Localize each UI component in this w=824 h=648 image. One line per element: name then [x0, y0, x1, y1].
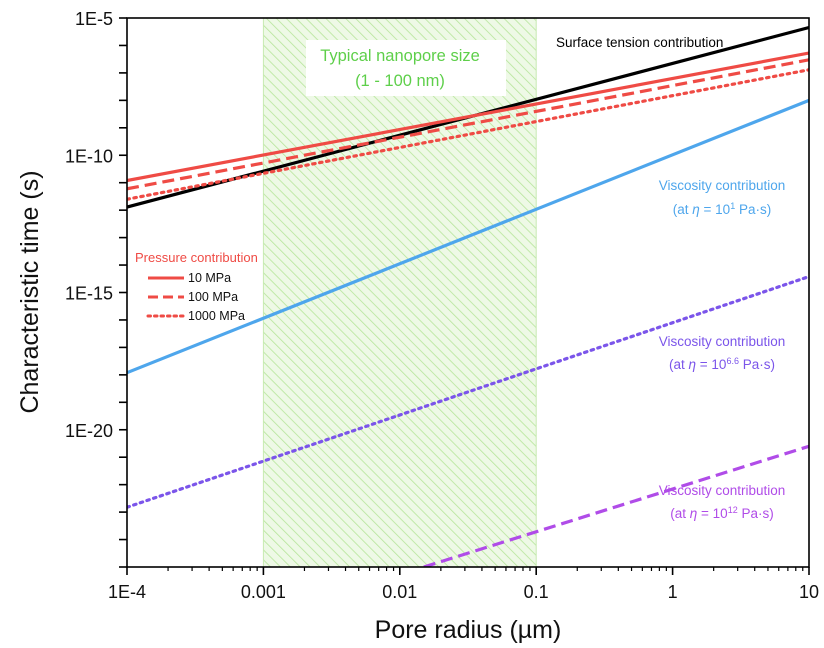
nanopore-label-line1: Typical nanopore size [320, 47, 480, 65]
series-layer [127, 25, 809, 567]
nanopore-label-box [306, 40, 506, 96]
viscosity-eta1-line2: (at η = 101 Pa·s) [673, 201, 771, 217]
nanopore-region-fill [263, 18, 537, 567]
viscosity-eta1-label: Viscosity contribution (at η = 101 Pa·s) [659, 178, 786, 217]
y-axis-title: Characteristic time (s) [16, 170, 44, 413]
nanopore-region-label: Typical nanopore size (1 - 100 nm) [306, 40, 506, 96]
viscosity-eta12-line2: (at η = 1012 Pa·s) [670, 505, 773, 521]
legend-title: Pressure contribution [135, 250, 258, 265]
legend-label-10mpa: 10 MPa [188, 271, 231, 285]
axis-ticks: 1E-4 0.001 0.01 0.1 1 10 1E-20 1E-15 1E-10 1E-5 [65, 9, 819, 602]
legend-label-1000mpa: 1000 MPa [188, 309, 245, 323]
series-line-visc12 [423, 444, 809, 567]
viscosity-eta66-label: Viscosity contribution (at η = 106.6 Pa·… [659, 334, 786, 372]
x-tick-label: 1 [668, 582, 678, 602]
series-line-visc66 [127, 274, 809, 509]
x-tick-label: 0.1 [524, 582, 549, 602]
nanopore-shaded-region [262, 18, 537, 567]
legend-label-100mpa: 100 MPa [188, 290, 238, 304]
series-line-p10 [127, 51, 809, 183]
viscosity-eta1-line1: Viscosity contribution [659, 178, 786, 193]
series-line-p1000 [127, 68, 809, 201]
x-axis-title: Pore radius (µm) [375, 616, 562, 644]
x-tick-label: 1E-4 [108, 582, 146, 602]
y-tick-label: 1E-20 [65, 421, 113, 441]
nanopore-label-line2: (1 - 100 nm) [355, 72, 445, 90]
y-tick-label: 1E-10 [65, 146, 113, 166]
x-tick-label: 0.01 [382, 582, 417, 602]
series-line-visc1 [127, 98, 809, 375]
viscosity-eta12-label: Viscosity contribution (at η = 1012 Pa·s… [659, 483, 786, 521]
series-line-p100 [127, 58, 809, 191]
viscosity-eta66-line1: Viscosity contribution [659, 334, 786, 349]
viscosity-eta12-line1: Viscosity contribution [659, 483, 786, 498]
y-tick-label: 1E-5 [75, 9, 113, 29]
y-tick-label: 1E-15 [65, 284, 113, 304]
x-tick-label: 10 [799, 582, 819, 602]
surface-tension-label: Surface tension contribution [556, 35, 723, 50]
viscosity-eta66-line2: (at η = 106.6 Pa·s) [669, 356, 775, 372]
x-tick-label: 0.001 [241, 582, 286, 602]
pressure-legend: Pressure contribution 10 MPa 100 MPa 100… [135, 250, 258, 323]
